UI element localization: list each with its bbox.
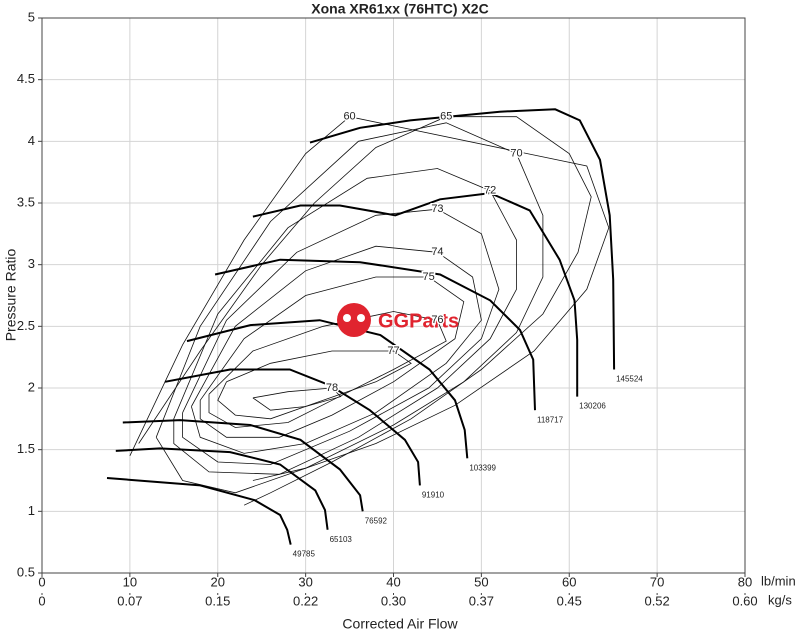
y-tick-label: 5 — [28, 9, 35, 24]
efficiency-contour — [217, 350, 412, 420]
y-axis-label: Pressure Ratio — [3, 248, 19, 341]
efficiency-contour — [252, 387, 342, 411]
speed-label: 130206 — [579, 402, 606, 411]
logo: GGParts — [337, 303, 459, 337]
x2-tick-label: 0.07 — [117, 593, 142, 608]
x-tick-label: 20 — [211, 574, 225, 589]
speed-label: 49785 — [293, 550, 316, 559]
efficiency-label: 76 — [431, 314, 443, 326]
efficiency-label: 72 — [484, 185, 496, 197]
efficiency-label: 65 — [440, 111, 452, 123]
x2-tick-label: 0.37 — [469, 593, 494, 608]
efficiency-label: 77 — [387, 345, 399, 357]
y-tick-label: 3 — [28, 256, 35, 271]
x2-tick-label: 0.30 — [381, 593, 406, 608]
plot-frame — [41, 17, 746, 574]
speed-line — [164, 368, 421, 486]
x-tick-label: 80 — [738, 574, 752, 589]
y-tick-label: 4 — [28, 133, 35, 148]
speed-label: 103399 — [469, 463, 496, 472]
x-tick-label: 50 — [474, 574, 488, 589]
x2-tick-label: 0.52 — [644, 593, 669, 608]
x-tick-label: 30 — [298, 574, 312, 589]
efficiency-label: 73 — [431, 203, 443, 215]
y-tick-label: 3.5 — [17, 194, 35, 209]
x2-tick-label: 0 — [38, 593, 45, 608]
speed-label: 145524 — [616, 375, 643, 384]
y-tick-label: 1.5 — [17, 441, 35, 456]
speed-line — [106, 477, 292, 545]
logo-eye — [343, 314, 351, 322]
efficiency-contour — [182, 208, 500, 465]
y-tick-label: 2.5 — [17, 318, 35, 333]
x-tick-label: 0 — [38, 574, 45, 589]
x2-tick-label: 0.45 — [557, 593, 582, 608]
efficiency-contour — [199, 276, 465, 438]
x-tick-label: 60 — [562, 574, 576, 589]
x2-tick-label: 0.15 — [205, 593, 230, 608]
efficiency-label: 70 — [510, 148, 522, 160]
chart-title: Xona XR61xx (76HTC) X2C — [311, 1, 488, 17]
x-unit-label: lb/min — [761, 573, 796, 588]
logo-eye — [357, 314, 365, 322]
y-tick-label: 0.5 — [17, 564, 35, 579]
efficiency-contour — [155, 122, 544, 494]
x2-unit-label: kg/s — [768, 592, 792, 607]
speed-line — [115, 447, 329, 530]
speed-line — [186, 319, 469, 459]
x-tick-label: 10 — [123, 574, 137, 589]
efficiency-contour — [173, 168, 517, 475]
speed-line — [309, 108, 616, 370]
x2-tick-label: 0.22 — [293, 593, 318, 608]
efficiency-label: 75 — [423, 271, 435, 283]
x2-tick-label: 0.60 — [732, 593, 757, 608]
speed-label: 65103 — [330, 535, 353, 544]
speed-label: 91910 — [422, 491, 445, 500]
efficiency-contour — [129, 116, 610, 481]
x-tick-label: 70 — [650, 574, 664, 589]
x-axis-label: Corrected Air Flow — [342, 616, 458, 632]
logo-text: GGParts — [378, 310, 459, 332]
speed-label: 76592 — [365, 516, 388, 525]
speed-label: 118717 — [537, 415, 564, 424]
efficiency-contour — [191, 245, 482, 454]
efficiency-contour — [208, 311, 447, 428]
y-tick-label: 2 — [28, 379, 35, 394]
speed-line — [214, 258, 536, 411]
efficiency-label: 74 — [431, 246, 443, 258]
y-tick-label: 4.5 — [17, 71, 35, 86]
y-tick-label: 1 — [28, 503, 35, 518]
efficiency-label: 78 — [326, 382, 338, 394]
speed-line — [252, 192, 579, 397]
speed-line — [122, 419, 364, 512]
logo-icon — [337, 303, 371, 337]
efficiency-contour — [138, 116, 592, 506]
x-tick-label: 40 — [386, 574, 400, 589]
efficiency-label: 60 — [343, 111, 355, 123]
